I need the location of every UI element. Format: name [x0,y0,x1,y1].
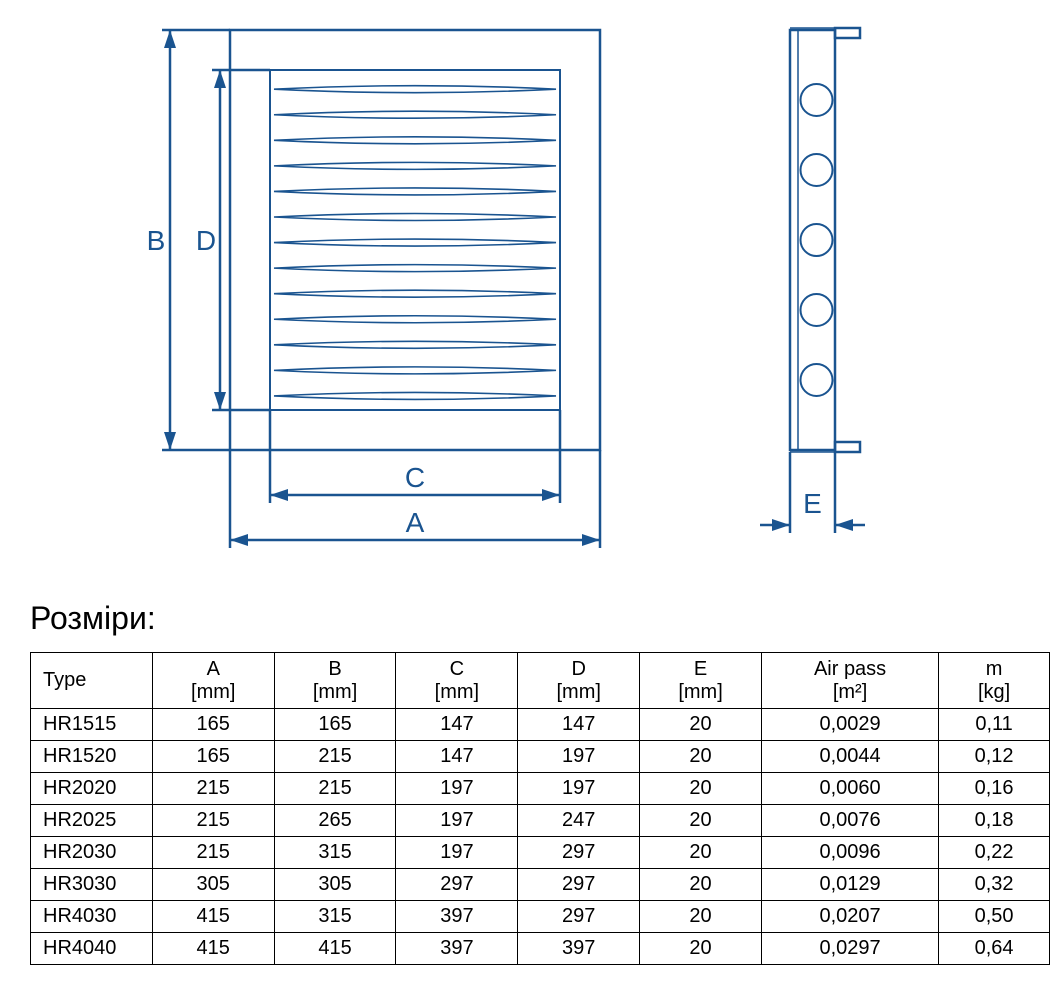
table-cell: 20 [640,773,762,805]
table-cell: 147 [396,709,518,741]
table-cell: 297 [518,869,640,901]
table-cell: 265 [274,805,396,837]
table-cell: 20 [640,709,762,741]
table-header: D[mm] [518,653,640,709]
table-row: HR1515165165147147200,00290,11 [31,709,1050,741]
table-cell: 20 [640,933,762,965]
table-cell: 0,0096 [761,837,938,869]
table-cell: 215 [152,837,274,869]
table-cell: 165 [274,709,396,741]
table-cell: HR2020 [31,773,153,805]
table-cell: 197 [396,805,518,837]
table-cell: 147 [396,741,518,773]
svg-text:D: D [196,225,216,256]
table-cell: 0,0029 [761,709,938,741]
table-cell: 397 [396,901,518,933]
table-cell: 20 [640,837,762,869]
table-cell: 415 [152,901,274,933]
table-cell: 20 [640,901,762,933]
table-cell: HR4040 [31,933,153,965]
dimensions-table: TypeA[mm]B[mm]C[mm]D[mm]E[mm]Air pass[m²… [30,652,1050,965]
table-cell: 165 [152,709,274,741]
dimensions-title: Розміри: [30,600,1039,637]
table-cell: 397 [396,933,518,965]
table-header: E[mm] [640,653,762,709]
table-cell: 305 [152,869,274,901]
table-cell: HR1520 [31,741,153,773]
table-cell: 247 [518,805,640,837]
svg-text:C: C [405,462,425,493]
table-cell: 215 [274,741,396,773]
table-cell: 197 [396,837,518,869]
table-cell: 397 [518,933,640,965]
table-row: HR4040415415397397200,02970,64 [31,933,1050,965]
table-cell: 215 [152,773,274,805]
table-header: C[mm] [396,653,518,709]
table-cell: 197 [518,741,640,773]
table-cell: 165 [152,741,274,773]
table-cell: 415 [274,933,396,965]
table-row: HR2020215215197197200,00600,16 [31,773,1050,805]
table-cell: 297 [396,869,518,901]
table-header: Air pass[m²] [761,653,938,709]
table-cell: 0,64 [939,933,1050,965]
table-row: HR4030415315397297200,02070,50 [31,901,1050,933]
table-cell: 315 [274,837,396,869]
table-cell: HR1515 [31,709,153,741]
table-cell: 0,11 [939,709,1050,741]
table-cell: 315 [274,901,396,933]
table-header: Type [31,653,153,709]
table-row: HR3030305305297297200,01290,32 [31,869,1050,901]
table-cell: 197 [396,773,518,805]
table-cell: 0,0129 [761,869,938,901]
table-cell: 0,0297 [761,933,938,965]
front-view-diagram: BD CA [120,20,620,560]
diagrams-container: BD CA E [20,20,1039,560]
table-cell: 0,0044 [761,741,938,773]
table-cell: 0,16 [939,773,1050,805]
table-header: B[mm] [274,653,396,709]
svg-text:A: A [406,507,425,538]
table-cell: HR2025 [31,805,153,837]
table-cell: 0,0060 [761,773,938,805]
table-row: HR2030215315197297200,00960,22 [31,837,1050,869]
table-header: A[mm] [152,653,274,709]
svg-text:B: B [147,225,166,256]
table-cell: HR4030 [31,901,153,933]
table-cell: 0,0076 [761,805,938,837]
table-cell: 197 [518,773,640,805]
table-cell: 215 [274,773,396,805]
table-cell: HR3030 [31,869,153,901]
table-cell: 0,32 [939,869,1050,901]
table-row: HR1520165215147197200,00440,12 [31,741,1050,773]
table-cell: 0,50 [939,901,1050,933]
table-cell: 0,18 [939,805,1050,837]
table-row: HR2025215265197247200,00760,18 [31,805,1050,837]
table-cell: 0,22 [939,837,1050,869]
table-cell: 20 [640,869,762,901]
table-cell: 297 [518,901,640,933]
table-cell: 305 [274,869,396,901]
table-cell: 0,12 [939,741,1050,773]
table-cell: 0,0207 [761,901,938,933]
side-view-diagram: E [740,20,940,560]
table-cell: HR2030 [31,837,153,869]
table-cell: 20 [640,805,762,837]
table-cell: 147 [518,709,640,741]
table-cell: 415 [152,933,274,965]
table-cell: 215 [152,805,274,837]
table-cell: 20 [640,741,762,773]
table-header: m[kg] [939,653,1050,709]
svg-text:E: E [803,488,822,519]
table-cell: 297 [518,837,640,869]
